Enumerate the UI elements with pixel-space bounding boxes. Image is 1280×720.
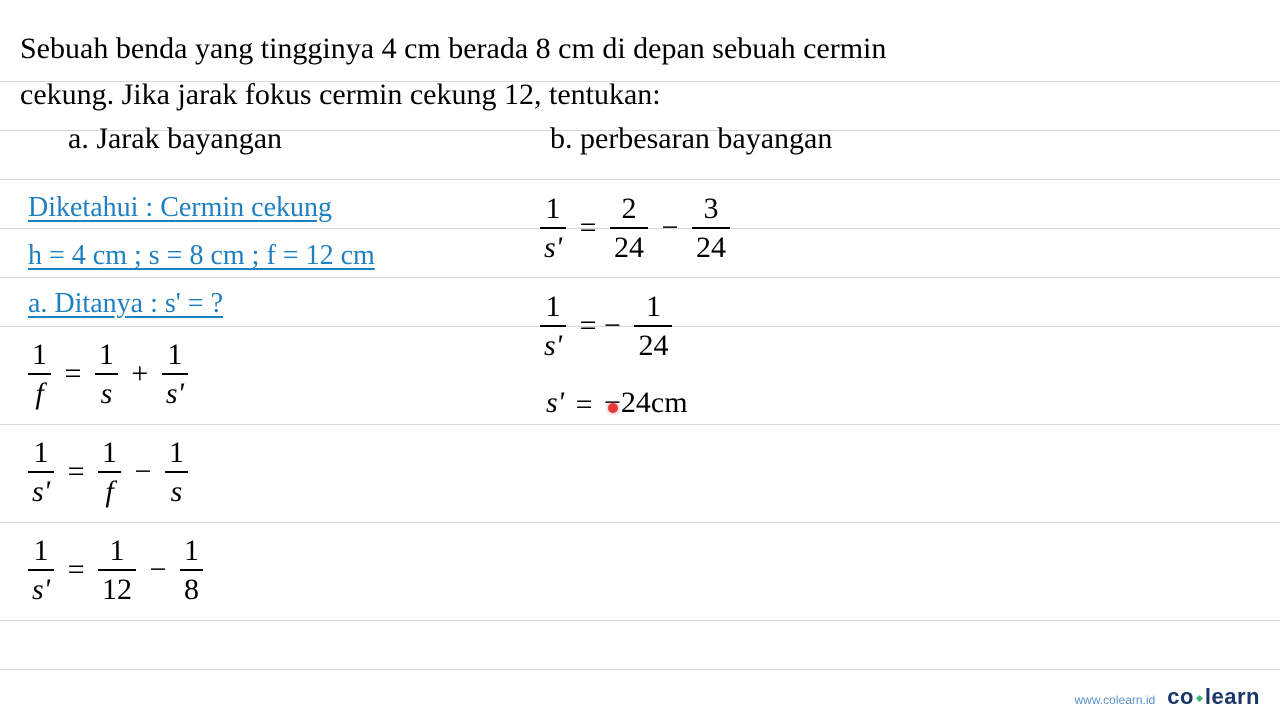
laser-pointer-dot	[608, 403, 618, 413]
eq-right-1: 1s' = 224 − 324	[540, 192, 730, 264]
problem-item-b: b. perbesaran bayangan	[550, 118, 832, 160]
eq-left-2: 1s' = 1f − 1s	[28, 436, 188, 508]
eq-left-3: 1s' = 112 − 18	[28, 534, 203, 606]
eq-right-2: 1s' = − 124	[540, 290, 672, 362]
problem-line-2: cekung. Jika jarak fokus cermin cekung 1…	[20, 74, 661, 116]
footer: www.colearn.id colearn	[1075, 684, 1260, 710]
given-line-1: Diketahui : Cermin cekung	[28, 192, 332, 224]
eq-left-1: 1f = 1s + 1s'	[28, 338, 188, 410]
footer-logo: colearn	[1167, 684, 1260, 710]
given-line-2: h = 4 cm ; s = 8 cm ; f = 12 cm	[28, 240, 375, 272]
problem-line-1: Sebuah benda yang tingginya 4 cm berada …	[20, 28, 886, 70]
given-line-3: a. Ditanya : s' = ?	[28, 288, 223, 320]
problem-item-a: a. Jarak bayangan	[68, 118, 282, 160]
footer-url: www.colearn.id	[1075, 693, 1156, 707]
